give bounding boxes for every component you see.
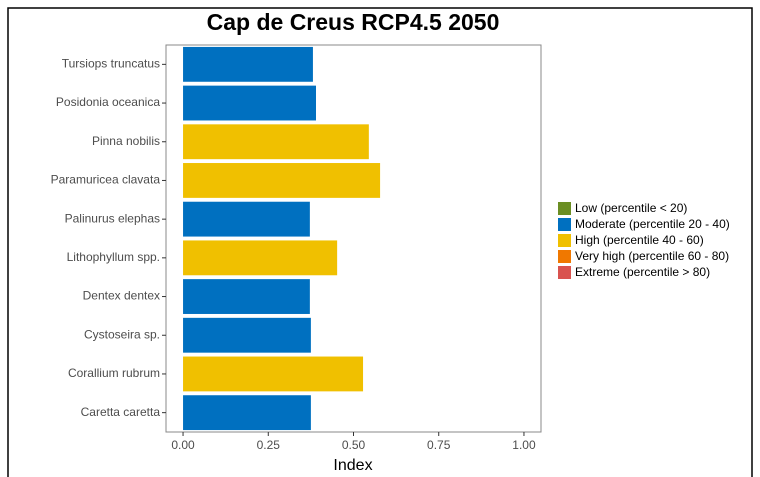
y-tick-label: Paramuricea clavata [51,173,161,187]
x-tick-label: 0.75 [427,438,451,452]
legend-swatch [558,218,571,231]
y-tick-label: Dentex dentex [83,289,160,303]
legend-label: Low (percentile < 20) [575,201,687,215]
bar [183,356,364,392]
y-tick-label: Cystoseira sp. [84,327,160,341]
y-tick-label: Caretta caretta [81,405,161,419]
legend-label: Moderate (percentile 20 - 40) [575,217,730,231]
y-tick-label: Corallium rubrum [68,366,160,380]
y-tick-label: Posidonia oceanica [56,95,160,109]
x-tick-label: 0.25 [257,438,281,452]
y-tick-label: Palinurus elephas [65,211,160,225]
bar [183,317,311,353]
bar [183,46,313,82]
bar [183,279,310,314]
x-tick-label: 1.00 [512,438,536,452]
bar [183,85,316,121]
bar [183,163,381,198]
y-tick-label: Pinna nobilis [92,134,160,148]
legend-swatch [558,234,571,247]
bar [183,124,369,160]
bar [183,395,311,431]
legend-label: High (percentile 40 - 60) [575,233,704,247]
legend-swatch [558,266,571,279]
x-tick-label: 0.00 [171,438,195,452]
legend-label: Extreme (percentile > 80) [575,265,710,279]
legend-label: Very high (percentile 60 - 80) [575,249,729,263]
x-tick-label: 0.50 [342,438,366,452]
frame [7,7,753,477]
y-tick-label: Lithophyllum spp. [67,250,160,264]
bar [183,201,310,237]
chart-title: Cap de Creus RCP4.5 2050 [207,9,500,35]
y-tick-label: Tursiops truncatus [62,57,160,71]
legend-swatch [558,250,571,263]
legend-swatch [558,202,571,215]
bar [183,240,338,276]
x-axis-label: Index [333,457,372,474]
